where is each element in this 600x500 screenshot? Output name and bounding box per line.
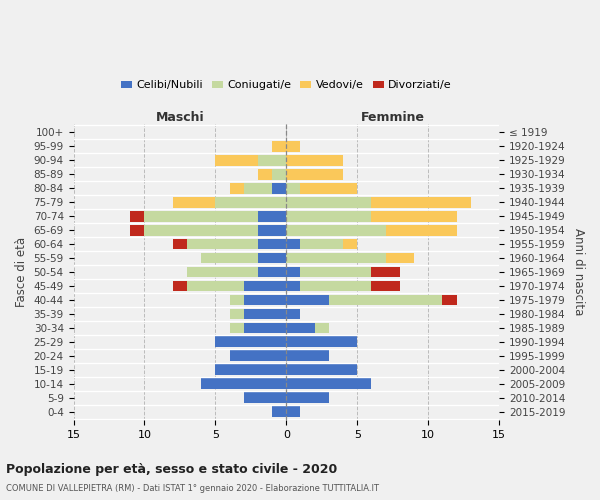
Bar [329,294,442,306]
Bar [286,378,371,390]
Bar [286,280,301,291]
Bar [145,210,258,222]
Bar [244,280,286,291]
Bar [314,322,329,334]
Bar [371,266,400,278]
Bar [286,196,371,207]
Bar [286,364,357,376]
Bar [272,168,286,179]
Bar [371,280,400,291]
Bar [173,280,187,291]
Bar [386,252,414,264]
Text: Femmine: Femmine [361,110,425,124]
Bar [286,336,357,347]
Bar [145,224,258,235]
Bar [258,168,272,179]
Bar [286,350,329,362]
Bar [230,308,244,320]
Bar [286,224,386,235]
Bar [258,252,286,264]
Bar [244,308,286,320]
Bar [286,252,386,264]
Y-axis label: Fasce di età: Fasce di età [15,237,28,307]
Bar [286,140,301,151]
Bar [173,238,187,250]
Bar [230,322,244,334]
Bar [301,238,343,250]
Bar [244,182,272,194]
Bar [286,154,343,166]
Bar [286,168,343,179]
Bar [173,196,215,207]
Bar [371,196,471,207]
Bar [286,392,329,404]
Bar [286,294,329,306]
Bar [301,266,371,278]
Bar [187,280,244,291]
Bar [258,224,286,235]
Bar [230,182,244,194]
Bar [215,364,286,376]
Text: COMUNE DI VALLEPIETRA (RM) - Dati ISTAT 1° gennaio 2020 - Elaborazione TUTTITALI: COMUNE DI VALLEPIETRA (RM) - Dati ISTAT … [6,484,379,493]
Bar [286,266,301,278]
Bar [215,336,286,347]
Bar [244,322,286,334]
Bar [286,238,301,250]
Bar [230,294,244,306]
Bar [230,350,286,362]
Bar [215,196,286,207]
Bar [258,210,286,222]
Bar [130,210,145,222]
Bar [442,294,457,306]
Bar [244,294,286,306]
Bar [386,224,457,235]
Bar [215,154,258,166]
Bar [201,378,286,390]
Legend: Celibi/Nubili, Coniugati/e, Vedovi/e, Divorziati/e: Celibi/Nubili, Coniugati/e, Vedovi/e, Di… [116,76,456,95]
Bar [286,322,314,334]
Bar [187,266,258,278]
Bar [286,406,301,418]
Bar [371,210,457,222]
Bar [258,238,286,250]
Bar [272,140,286,151]
Bar [130,224,145,235]
Bar [258,154,286,166]
Bar [272,406,286,418]
Bar [272,182,286,194]
Bar [286,182,301,194]
Text: Popolazione per età, sesso e stato civile - 2020: Popolazione per età, sesso e stato civil… [6,462,337,475]
Bar [244,392,286,404]
Bar [286,210,371,222]
Y-axis label: Anni di nascita: Anni di nascita [572,228,585,316]
Bar [286,308,301,320]
Bar [301,182,357,194]
Bar [187,238,258,250]
Text: Maschi: Maschi [155,110,204,124]
Bar [201,252,258,264]
Bar [258,266,286,278]
Bar [301,280,371,291]
Bar [343,238,357,250]
